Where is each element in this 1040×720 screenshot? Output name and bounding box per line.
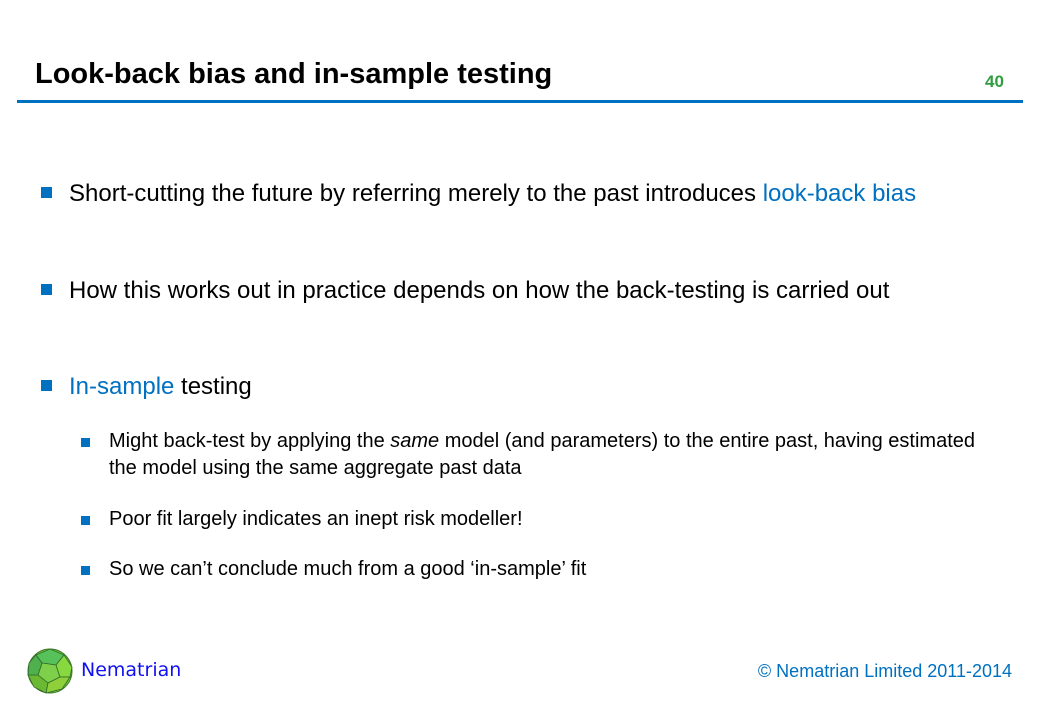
green-polyhedron-icon xyxy=(27,648,73,694)
sub-bullet-2: Poor fit largely indicates an inept risk… xyxy=(109,506,989,533)
slide-title: Look-back bias and in-sample testing xyxy=(35,58,553,90)
page-number: 40 xyxy=(985,72,1004,91)
bullet-1: Short-cutting the future by referring me… xyxy=(69,178,969,210)
bullet-2: How this works out in practice depends o… xyxy=(69,275,949,307)
sub-bullet-text: model (and parameters) to the entire pas… xyxy=(109,430,976,479)
sub-bullet-text: Poor fit largely indicates an inept risk… xyxy=(109,508,523,530)
brand-name: Nematrian xyxy=(81,659,182,681)
bullet-marker xyxy=(41,380,52,391)
sub-bullet-marker xyxy=(81,516,90,525)
sub-bullet-text: Might back-test by applying the xyxy=(109,430,391,452)
sub-bullet-marker xyxy=(81,566,90,575)
sub-bullet-3: So we can’t conclude much from a good ‘i… xyxy=(109,556,989,583)
sub-bullet-emphasis: same xyxy=(390,430,440,452)
bullet-marker xyxy=(41,187,52,198)
bullet-text: How this works out in practice depends o… xyxy=(69,277,890,304)
title-divider xyxy=(17,100,1023,103)
copyright: © Nematrian Limited 2011-2014 xyxy=(757,661,1012,681)
bullet-marker xyxy=(41,284,52,295)
sub-bullet-1: Might back-test by applying the same mod… xyxy=(109,428,989,482)
sub-bullet-text: So we can’t conclude much from a good ‘i… xyxy=(109,558,587,580)
bullet-text: testing xyxy=(174,373,252,400)
bullet-highlight: In-sample xyxy=(69,373,175,400)
bullet-text: Short-cutting the future by referring me… xyxy=(69,180,763,207)
sub-bullet-marker xyxy=(81,438,90,447)
bullet-highlight: look-back bias xyxy=(762,180,917,207)
bullet-3: In-sample testing xyxy=(69,371,969,403)
